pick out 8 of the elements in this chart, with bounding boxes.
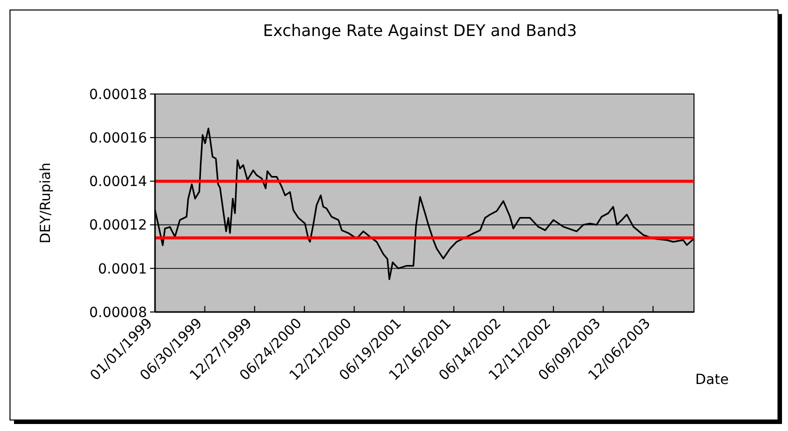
y-tick-label: 0.00012 [89, 218, 147, 234]
x-axis-title: Date [695, 372, 729, 388]
y-axis-title: DEY/Rupiah [38, 162, 54, 244]
chart-title: Exchange Rate Against DEY and Band3 [263, 21, 577, 40]
y-tick-label: 0.0001 [98, 261, 147, 278]
y-tick-label: 0.00016 [89, 130, 148, 146]
y-tick-label: 0.00018 [89, 86, 147, 103]
y-tick-label: 0.00014 [89, 174, 148, 190]
